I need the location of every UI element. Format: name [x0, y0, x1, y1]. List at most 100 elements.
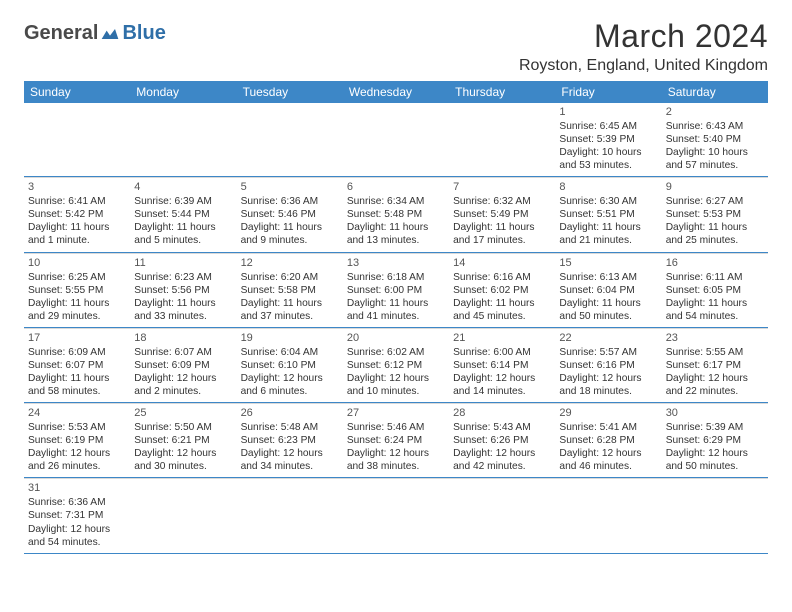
- daylight-line: Daylight: 12 hours and 46 minutes.: [559, 447, 657, 473]
- daylight-line: Daylight: 11 hours and 54 minutes.: [666, 297, 764, 323]
- daylight-line: Daylight: 12 hours and 26 minutes.: [28, 447, 126, 473]
- sunset-line: Sunset: 5:40 PM: [666, 133, 764, 146]
- week-row: 3Sunrise: 6:41 AMSunset: 5:42 PMDaylight…: [24, 177, 768, 252]
- day-number: 12: [241, 256, 339, 270]
- daylight-line: Daylight: 11 hours and 13 minutes.: [347, 221, 445, 247]
- day-cell: 23Sunrise: 5:55 AMSunset: 6:17 PMDayligh…: [662, 328, 768, 402]
- day-cell: 5Sunrise: 6:36 AMSunset: 5:46 PMDaylight…: [237, 177, 343, 251]
- sunrise-line: Sunrise: 6:13 AM: [559, 271, 657, 284]
- day-cell: 13Sunrise: 6:18 AMSunset: 6:00 PMDayligh…: [343, 253, 449, 327]
- day-cell: 16Sunrise: 6:11 AMSunset: 6:05 PMDayligh…: [662, 253, 768, 327]
- dow-cell: Thursday: [449, 81, 555, 103]
- daylight-line: Daylight: 12 hours and 50 minutes.: [666, 447, 764, 473]
- day-cell: 22Sunrise: 5:57 AMSunset: 6:16 PMDayligh…: [555, 328, 661, 402]
- day-number: 21: [453, 331, 551, 345]
- day-cell: 11Sunrise: 6:23 AMSunset: 5:56 PMDayligh…: [130, 253, 236, 327]
- week-row: 1Sunrise: 6:45 AMSunset: 5:39 PMDaylight…: [24, 103, 768, 177]
- day-cell: 3Sunrise: 6:41 AMSunset: 5:42 PMDaylight…: [24, 177, 130, 251]
- sunset-line: Sunset: 6:21 PM: [134, 434, 232, 447]
- day-cell: 2Sunrise: 6:43 AMSunset: 5:40 PMDaylight…: [662, 103, 768, 176]
- sunrise-line: Sunrise: 6:16 AM: [453, 271, 551, 284]
- daylight-line: Daylight: 10 hours and 57 minutes.: [666, 146, 764, 172]
- header: General Blue March 2024 Royston, England…: [24, 18, 768, 75]
- day-cell: 29Sunrise: 5:41 AMSunset: 6:28 PMDayligh…: [555, 403, 661, 477]
- logo: General Blue: [24, 18, 166, 45]
- day-cell: 25Sunrise: 5:50 AMSunset: 6:21 PMDayligh…: [130, 403, 236, 477]
- day-number: 28: [453, 406, 551, 420]
- sunrise-line: Sunrise: 6:11 AM: [666, 271, 764, 284]
- daylight-line: Daylight: 11 hours and 45 minutes.: [453, 297, 551, 323]
- day-cell: 27Sunrise: 5:46 AMSunset: 6:24 PMDayligh…: [343, 403, 449, 477]
- day-number: 10: [28, 256, 126, 270]
- sunset-line: Sunset: 5:51 PM: [559, 208, 657, 221]
- day-cell: [449, 478, 555, 552]
- daylight-line: Daylight: 12 hours and 18 minutes.: [559, 372, 657, 398]
- sunset-line: Sunset: 5:53 PM: [666, 208, 764, 221]
- sunrise-line: Sunrise: 6:02 AM: [347, 346, 445, 359]
- day-number: 31: [28, 481, 126, 495]
- day-number: 15: [559, 256, 657, 270]
- sunrise-line: Sunrise: 6:36 AM: [28, 496, 126, 509]
- day-cell: [24, 103, 130, 176]
- week-row: 10Sunrise: 6:25 AMSunset: 5:55 PMDayligh…: [24, 253, 768, 328]
- sunset-line: Sunset: 6:28 PM: [559, 434, 657, 447]
- day-cell: [449, 103, 555, 176]
- day-cell: 28Sunrise: 5:43 AMSunset: 6:26 PMDayligh…: [449, 403, 555, 477]
- day-cell: 10Sunrise: 6:25 AMSunset: 5:55 PMDayligh…: [24, 253, 130, 327]
- day-cell: 17Sunrise: 6:09 AMSunset: 6:07 PMDayligh…: [24, 328, 130, 402]
- dow-cell: Sunday: [24, 81, 130, 103]
- sunrise-line: Sunrise: 6:00 AM: [453, 346, 551, 359]
- sunset-line: Sunset: 5:48 PM: [347, 208, 445, 221]
- sunset-line: Sunset: 6:23 PM: [241, 434, 339, 447]
- calendar: SundayMondayTuesdayWednesdayThursdayFrid…: [24, 81, 768, 554]
- sunset-line: Sunset: 6:19 PM: [28, 434, 126, 447]
- sunrise-line: Sunrise: 6:43 AM: [666, 120, 764, 133]
- day-number: 25: [134, 406, 232, 420]
- day-cell: 18Sunrise: 6:07 AMSunset: 6:09 PMDayligh…: [130, 328, 236, 402]
- week-row: 31Sunrise: 6:36 AMSunset: 7:31 PMDayligh…: [24, 478, 768, 553]
- day-cell: [130, 103, 236, 176]
- day-number: 19: [241, 331, 339, 345]
- day-number: 26: [241, 406, 339, 420]
- week-row: 17Sunrise: 6:09 AMSunset: 6:07 PMDayligh…: [24, 328, 768, 403]
- month-title: March 2024: [519, 18, 768, 55]
- daylight-line: Daylight: 11 hours and 37 minutes.: [241, 297, 339, 323]
- sunset-line: Sunset: 7:31 PM: [28, 509, 126, 522]
- sunset-line: Sunset: 6:17 PM: [666, 359, 764, 372]
- sunset-line: Sunset: 6:14 PM: [453, 359, 551, 372]
- day-cell: 9Sunrise: 6:27 AMSunset: 5:53 PMDaylight…: [662, 177, 768, 251]
- day-number: 16: [666, 256, 764, 270]
- day-cell: 8Sunrise: 6:30 AMSunset: 5:51 PMDaylight…: [555, 177, 661, 251]
- day-cell: 19Sunrise: 6:04 AMSunset: 6:10 PMDayligh…: [237, 328, 343, 402]
- logo-text-part1: General: [24, 22, 98, 45]
- daylight-line: Daylight: 11 hours and 25 minutes.: [666, 221, 764, 247]
- daylight-line: Daylight: 12 hours and 22 minutes.: [666, 372, 764, 398]
- day-number: 5: [241, 180, 339, 194]
- sunset-line: Sunset: 6:02 PM: [453, 284, 551, 297]
- sunrise-line: Sunrise: 5:39 AM: [666, 421, 764, 434]
- day-number: 14: [453, 256, 551, 270]
- day-number: 11: [134, 256, 232, 270]
- sunrise-line: Sunrise: 6:18 AM: [347, 271, 445, 284]
- sunrise-line: Sunrise: 6:34 AM: [347, 195, 445, 208]
- day-cell: 7Sunrise: 6:32 AMSunset: 5:49 PMDaylight…: [449, 177, 555, 251]
- day-number: 17: [28, 331, 126, 345]
- day-number: 7: [453, 180, 551, 194]
- dow-cell: Friday: [555, 81, 661, 103]
- daylight-line: Daylight: 12 hours and 10 minutes.: [347, 372, 445, 398]
- sunrise-line: Sunrise: 5:50 AM: [134, 421, 232, 434]
- day-number: 2: [666, 105, 764, 119]
- day-number: 13: [347, 256, 445, 270]
- day-cell: 6Sunrise: 6:34 AMSunset: 5:48 PMDaylight…: [343, 177, 449, 251]
- sunset-line: Sunset: 6:29 PM: [666, 434, 764, 447]
- dow-cell: Monday: [130, 81, 236, 103]
- sunset-line: Sunset: 5:42 PM: [28, 208, 126, 221]
- sunset-line: Sunset: 5:44 PM: [134, 208, 232, 221]
- day-cell: 14Sunrise: 6:16 AMSunset: 6:02 PMDayligh…: [449, 253, 555, 327]
- dow-cell: Wednesday: [343, 81, 449, 103]
- sunset-line: Sunset: 6:05 PM: [666, 284, 764, 297]
- days-of-week-header: SundayMondayTuesdayWednesdayThursdayFrid…: [24, 81, 768, 103]
- day-cell: 21Sunrise: 6:00 AMSunset: 6:14 PMDayligh…: [449, 328, 555, 402]
- day-cell: 1Sunrise: 6:45 AMSunset: 5:39 PMDaylight…: [555, 103, 661, 176]
- daylight-line: Daylight: 11 hours and 9 minutes.: [241, 221, 339, 247]
